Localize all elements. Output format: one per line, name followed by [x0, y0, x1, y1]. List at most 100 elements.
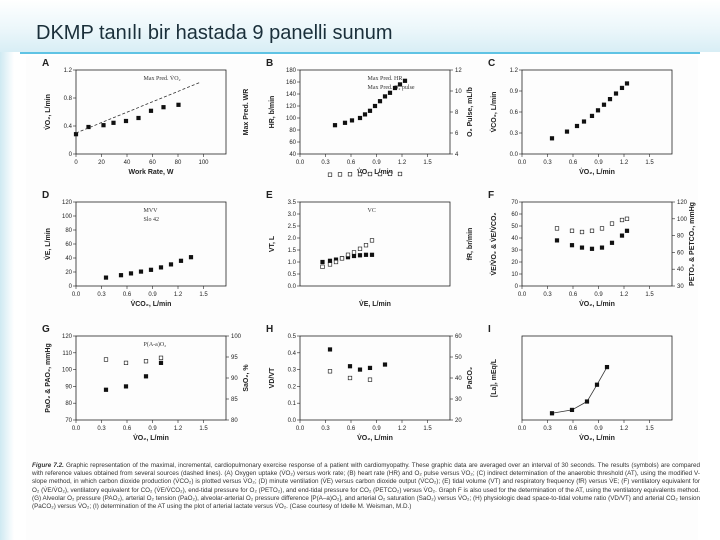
panel-A-ylabel: V̇O₂, L/min — [44, 94, 52, 130]
panel-F-rtick-label: 30 — [677, 284, 684, 290]
panel-H-point — [347, 364, 353, 369]
panel-A-right-ylabel: Max Pred. WR — [243, 89, 250, 136]
panel-D-xtick-label: 0.9 — [148, 292, 157, 298]
panel-A-point — [111, 120, 116, 125]
panel-E-point — [345, 252, 351, 257]
panel-H-ytick-label: 0.4 — [288, 351, 297, 357]
panel-B-point — [327, 172, 333, 177]
panel-F-point — [619, 217, 625, 223]
panel-E-annotation: VC — [368, 208, 376, 214]
panel-E-ytick-label: 2.5 — [288, 224, 297, 230]
panel-F-ytick-label: 20 — [511, 260, 518, 266]
panel-E-frame — [299, 201, 451, 287]
panel-C-xtick-label: 0.9 — [594, 160, 603, 166]
panel-C-xtick-label: 1.2 — [620, 160, 629, 166]
panel-C-point — [549, 136, 555, 141]
panel-C-point — [564, 129, 570, 134]
panel-F-right-ylabel: PETO₂ & PETCO₂, mmHg — [689, 202, 696, 286]
panel-H-xtick-label: 0.3 — [321, 426, 330, 432]
panel-I-point — [549, 411, 555, 416]
panel-A-point — [148, 108, 154, 113]
panel-G-ytick-label: 70 — [65, 418, 72, 424]
panel-F-rtick-label: 60 — [677, 250, 684, 256]
panel-A: A 0 0.4 0.8 1.2 0 20 40 60 80 100 Work Rate, W V̇O₂,… — [42, 58, 250, 176]
panel-B-point — [377, 171, 383, 177]
panel-F-point — [609, 240, 615, 245]
panel-G-ylabel: PaO₂ & PAO₂, mmHg — [45, 343, 52, 413]
panel-F-ytick-label: 70 — [511, 200, 518, 206]
nine-panel-figure: A 0 0.4 0.8 1.2 0 20 40 60 80 100 Work Rate, W V̇O₂,… — [26, 56, 698, 540]
title-band — [0, 0, 720, 52]
panel-D-xtick-label: 0.0 — [72, 292, 81, 298]
panel-B-ytick-label: 80 — [289, 128, 296, 134]
panel-G-rtick-label: 100 — [231, 334, 242, 340]
panel-B-ytick-label: 180 — [286, 68, 297, 74]
panel-E-ytick-label: 3.5 — [288, 200, 297, 206]
panel-G-point — [103, 387, 109, 392]
panel-B-point — [397, 171, 403, 177]
panel-H-ytick-label: 0.1 — [288, 401, 297, 407]
panel-F-point — [569, 243, 575, 248]
panel-B-point — [362, 112, 368, 117]
panel-D: D 0 20 40 60 80 100 120 0.0 0.3 0.6 0.9 1.2 1.5 V̇CO₂,… — [42, 190, 227, 308]
panel-C-xtick-label: 0.6 — [569, 160, 578, 166]
panel-H-xtick-label: 0.6 — [347, 426, 356, 432]
panel-B-point — [387, 171, 393, 177]
panel-B-xtick-label: 0.9 — [372, 160, 381, 166]
panel-G-ytick-label: 100 — [62, 368, 73, 374]
panel-I-series-line — [551, 366, 608, 414]
panel-G-xtick-label: 1.2 — [174, 426, 183, 432]
panel-E-point — [357, 253, 363, 258]
panel-A-point — [136, 115, 141, 121]
panel-F-ytick-label: 0 — [515, 284, 519, 290]
panel-H-rtick-label: 50 — [455, 355, 462, 361]
panel-F-point — [554, 238, 560, 243]
panel-A-ytick-label: 1.2 — [64, 68, 73, 74]
panel-I-xtick-label: 1.5 — [645, 426, 654, 432]
panel-B-ylabel: HR, b/min — [269, 96, 276, 129]
panel-G-rtick-label: 85 — [231, 397, 238, 403]
panel-B-xtick-label: 1.2 — [398, 160, 407, 166]
caption-label: Figure 7.2. — [32, 462, 64, 469]
panel-G-ytick-label: 120 — [62, 334, 73, 340]
panel-F-label: F — [488, 190, 494, 201]
panel-F-point — [624, 228, 630, 233]
panel-B-xtick-label: 1.5 — [423, 160, 432, 166]
panel-C-point — [619, 85, 625, 91]
panel-D-ytick-label: 80 — [65, 228, 72, 234]
panel-G-xlabel: V̇O₂, L/min — [133, 434, 169, 442]
panel-D-point — [148, 267, 154, 272]
panel-B-point — [372, 103, 378, 109]
panel-H-point — [327, 369, 333, 374]
panel-F-point — [599, 245, 605, 250]
panel-B-annotation: Max Pred. HR — [368, 76, 403, 82]
panel-G: G 70 80 90 100 110 120 80 85 90 95 100 0.0 0.3 0.6 0.9 1… — [42, 324, 250, 442]
panel-B-ytick-label: 100 — [286, 116, 297, 122]
panel-F-point — [569, 228, 575, 233]
panel-D-point — [188, 255, 194, 260]
panel-D-point — [118, 273, 124, 278]
panel-H-point — [367, 377, 373, 382]
panel-E-ytick-label: 2.0 — [288, 236, 297, 242]
panel-B-point — [357, 115, 363, 121]
panel-A-xtick-label: 100 — [198, 160, 209, 166]
panel-A-label: A — [42, 58, 49, 69]
panel-G-ytick-label: 80 — [65, 401, 72, 407]
panel-B-rtick-label: 4 — [455, 152, 459, 158]
panel-I-ylabel: [La], mEq/L — [491, 358, 498, 397]
panel-B-point — [392, 85, 398, 91]
panel-H-frame — [299, 335, 451, 421]
panel-B-rtick-label: 8 — [455, 110, 459, 116]
panel-G-rtick-label: 95 — [231, 355, 238, 361]
panel-B-ytick-label: 120 — [286, 104, 297, 110]
panel-F-xtick-label: 1.5 — [645, 292, 654, 298]
panel-A-xtick-label: 40 — [124, 160, 131, 166]
panel-G-annotation: P(A-a)O₂ — [144, 341, 167, 348]
panel-D-ytick-label: 120 — [62, 200, 73, 206]
panel-H-right-ylabel: PaCO₂ — [467, 367, 474, 389]
panel-D-xtick-label: 1.2 — [174, 292, 183, 298]
panel-G-xtick-label: 1.5 — [199, 426, 208, 432]
panel-B-annotation: Max Pred. O₂ pulse — [368, 85, 415, 91]
panel-A-xtick-label: 80 — [175, 160, 182, 166]
panel-H-ytick-label: 0.2 — [288, 384, 297, 390]
